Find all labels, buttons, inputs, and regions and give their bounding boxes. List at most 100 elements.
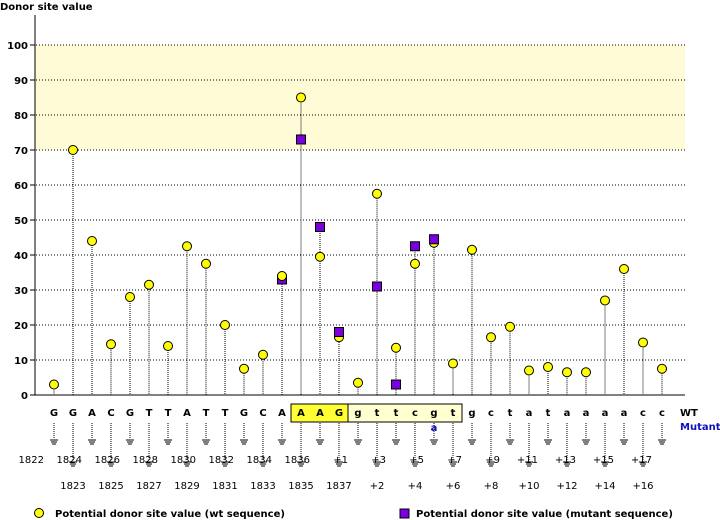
y-tick-label: 10: [14, 356, 28, 367]
wt-base: t: [546, 408, 551, 419]
wt-row-label: WT: [680, 408, 698, 419]
wt-point: [581, 367, 591, 378]
legend-mutant-label: Potential donor site value (mutant seque…: [416, 509, 673, 520]
wt-base: t: [508, 408, 513, 419]
position-label: 1835: [288, 481, 313, 492]
wt-base: G: [335, 408, 343, 419]
mutant-point: [429, 234, 439, 245]
wt-base: A: [278, 408, 286, 419]
wt-point: [49, 379, 59, 390]
y-tick-label: 40: [14, 251, 28, 262]
wt-base: T: [203, 408, 210, 419]
wt-base: T: [146, 408, 153, 419]
position-label: 1836: [285, 455, 310, 466]
wt-point: [543, 362, 553, 372]
wt-base: a: [621, 408, 628, 419]
position-label: 1831: [212, 481, 237, 492]
wt-base: A: [316, 408, 324, 419]
wt-point: [562, 367, 572, 378]
wt-point: [524, 365, 534, 376]
position-label: +13: [555, 455, 576, 466]
position-label: +12: [556, 481, 577, 492]
wt-base: a: [526, 408, 533, 419]
wt-base: C: [107, 408, 114, 419]
y-tick-label: 70: [14, 146, 28, 157]
y-tick-label: 50: [14, 216, 28, 227]
wt-point: [296, 92, 306, 103]
position-label: +17: [631, 455, 652, 466]
y-tick-label: 60: [14, 181, 28, 192]
position-label: +8: [484, 481, 499, 492]
wt-point: [277, 271, 287, 281]
position-label: +4: [408, 481, 423, 492]
position-label: 1837: [326, 481, 351, 492]
wt-base: t: [375, 408, 380, 419]
position-label: +15: [593, 455, 614, 466]
wt-base: g: [468, 408, 475, 419]
position-label: 1822: [19, 455, 44, 466]
legend-wt-label: Potential donor site value (wt sequence): [55, 509, 285, 520]
wt-base: t: [451, 408, 456, 419]
wt-point: [220, 320, 230, 330]
mutant-row-label: Mutant: [680, 422, 720, 433]
legend-wt-marker: [34, 508, 44, 518]
wt-point: [657, 363, 667, 374]
wt-point: [619, 264, 629, 274]
position-label: +3: [371, 455, 386, 466]
wt-base: G: [69, 408, 77, 419]
wt-point: [353, 377, 363, 388]
mutant-point: [296, 134, 306, 145]
wt-point: [182, 241, 192, 252]
legend-mutant-marker: [399, 508, 410, 519]
position-label: 1830: [171, 455, 196, 466]
wt-base: g: [430, 408, 437, 419]
position-label: +5: [409, 455, 424, 466]
position-label: 1823: [60, 481, 85, 492]
wt-base: a: [602, 408, 609, 419]
position-label: +11: [517, 455, 538, 466]
wt-base: g: [354, 408, 361, 419]
position-label: +6: [446, 481, 461, 492]
y-tick-label: 100: [7, 41, 28, 52]
wt-point: [410, 258, 420, 269]
wt-point: [68, 145, 78, 155]
wt-base: c: [659, 408, 665, 419]
wt-base: a: [583, 408, 590, 419]
position-label: 1834: [247, 455, 272, 466]
y-tick-label: 90: [14, 76, 28, 87]
wt-point: [486, 332, 496, 343]
wt-point: [391, 342, 401, 353]
wt-base: t: [394, 408, 399, 419]
position-label: 1832: [209, 455, 234, 466]
wt-point: [505, 321, 515, 332]
position-label: 1827: [136, 481, 161, 492]
wt-point: [638, 337, 648, 348]
mutant-point: [372, 281, 382, 292]
position-label: +10: [518, 481, 539, 492]
y-tick-label: 80: [14, 111, 28, 122]
wt-base: A: [88, 408, 96, 419]
position-label: 1828: [133, 455, 158, 466]
position-label: +1: [333, 455, 348, 466]
position-label: 1826: [95, 455, 120, 466]
position-label: 1833: [250, 481, 275, 492]
mutant-point: [315, 222, 325, 232]
wt-point: [106, 339, 116, 350]
mutant-point: [410, 241, 420, 252]
y-tick-label: 30: [14, 286, 28, 297]
wt-point: [87, 236, 97, 246]
y-axis-label: Donor site value: [0, 2, 93, 13]
y-tick-label: 20: [14, 321, 28, 332]
position-label: +7: [447, 455, 462, 466]
threshold-band: [35, 45, 685, 150]
wt-point: [163, 341, 173, 351]
y-tick-label: 0: [21, 391, 28, 402]
position-label: +9: [485, 455, 500, 466]
wt-point: [258, 349, 268, 360]
position-label: +16: [632, 481, 653, 492]
wt-base: c: [640, 408, 646, 419]
position-label: 1829: [174, 481, 199, 492]
intron-box: [347, 403, 463, 423]
wt-point: [125, 292, 135, 302]
